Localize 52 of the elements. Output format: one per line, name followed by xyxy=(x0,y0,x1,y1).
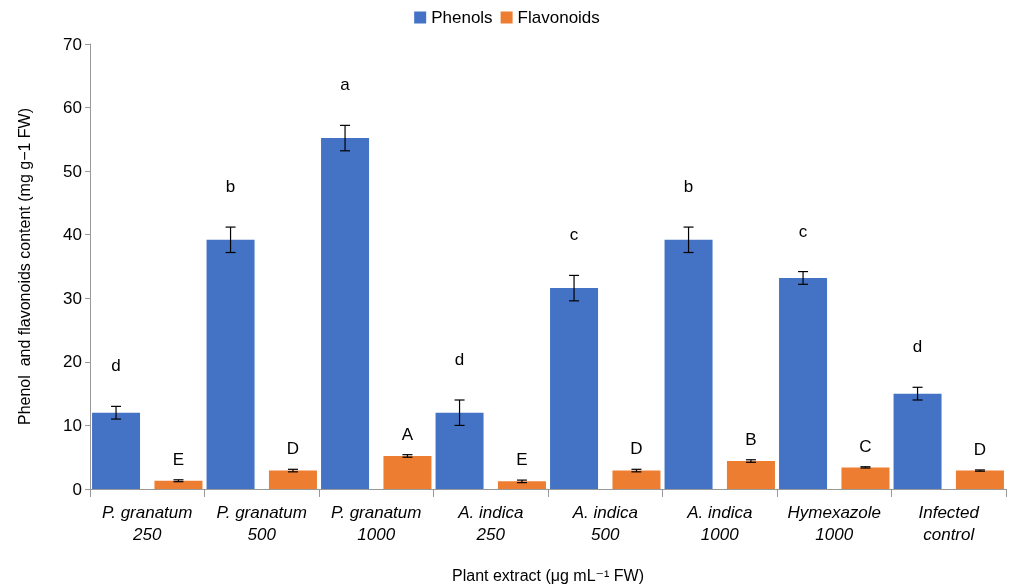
y-tick-label: 20 xyxy=(63,352,82,372)
x-tick-label: A. indica 500 xyxy=(571,502,638,544)
data-label: b xyxy=(683,177,694,197)
data-label: a xyxy=(340,75,351,95)
data-label: D xyxy=(973,439,987,459)
bar xyxy=(435,412,484,489)
bar xyxy=(92,412,141,489)
data-label: A xyxy=(401,424,414,444)
data-label: E xyxy=(172,449,185,469)
x-tick-label: P. granatum 500 xyxy=(216,502,307,544)
bar xyxy=(726,461,775,489)
bar xyxy=(550,288,599,489)
y-axis-title: Phenol and flavonoids content (mg g−1 FW) xyxy=(15,107,33,426)
bar xyxy=(664,239,713,489)
data-label: d xyxy=(111,356,121,376)
y-tick-label: 60 xyxy=(63,98,82,118)
data-label: b xyxy=(225,177,236,197)
bar xyxy=(779,277,828,489)
bar xyxy=(154,480,203,489)
data-label: C xyxy=(859,436,872,456)
x-tick-label: Hymexazole 1000 xyxy=(787,502,882,544)
data-label: c xyxy=(798,221,808,241)
y-tick-label: 70 xyxy=(63,34,82,54)
bar xyxy=(893,393,942,489)
data-label: D xyxy=(630,439,643,459)
bar xyxy=(841,467,890,489)
bar xyxy=(497,481,546,489)
y-tick-label: 30 xyxy=(63,288,82,308)
data-label: d xyxy=(912,337,923,357)
y-tick-label: 10 xyxy=(63,415,82,435)
bar xyxy=(206,239,255,489)
x-tick-label: P. granatum 1000 xyxy=(331,502,422,544)
legend-label: Flavonoids xyxy=(517,8,600,27)
data-label: D xyxy=(286,439,300,459)
bar xyxy=(955,470,1004,489)
data-label: B xyxy=(745,429,757,449)
x-tick-label: Infected control xyxy=(918,502,980,544)
x-axis-title: Plant extract (μg mL⁻¹ FW) xyxy=(452,566,644,584)
legend-label: Phenols xyxy=(431,8,493,27)
x-tick-label: A. indica 1000 xyxy=(686,502,753,544)
y-tick-label: 40 xyxy=(63,225,82,245)
y-tick-label: 0 xyxy=(72,479,82,499)
bar xyxy=(383,455,432,489)
data-label: c xyxy=(569,225,579,245)
bar xyxy=(268,470,317,489)
x-tick-label: P. granatum 250 xyxy=(102,502,193,544)
data-label: d xyxy=(454,350,465,369)
data-label: E xyxy=(516,450,528,470)
bar xyxy=(612,470,661,489)
x-tick-label: A. indica 250 xyxy=(457,502,524,544)
y-tick-label: 50 xyxy=(63,161,82,181)
bar xyxy=(321,138,370,489)
